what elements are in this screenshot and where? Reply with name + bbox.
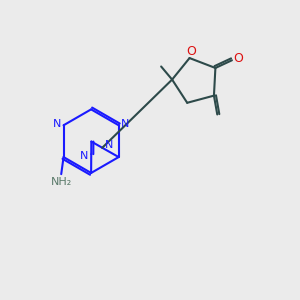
Text: N: N [80,151,88,160]
Text: O: O [233,52,243,65]
Text: N: N [105,140,113,150]
Text: O: O [186,45,196,58]
Text: NH₂: NH₂ [51,176,72,187]
Text: N: N [53,119,61,129]
Text: N: N [121,119,129,129]
